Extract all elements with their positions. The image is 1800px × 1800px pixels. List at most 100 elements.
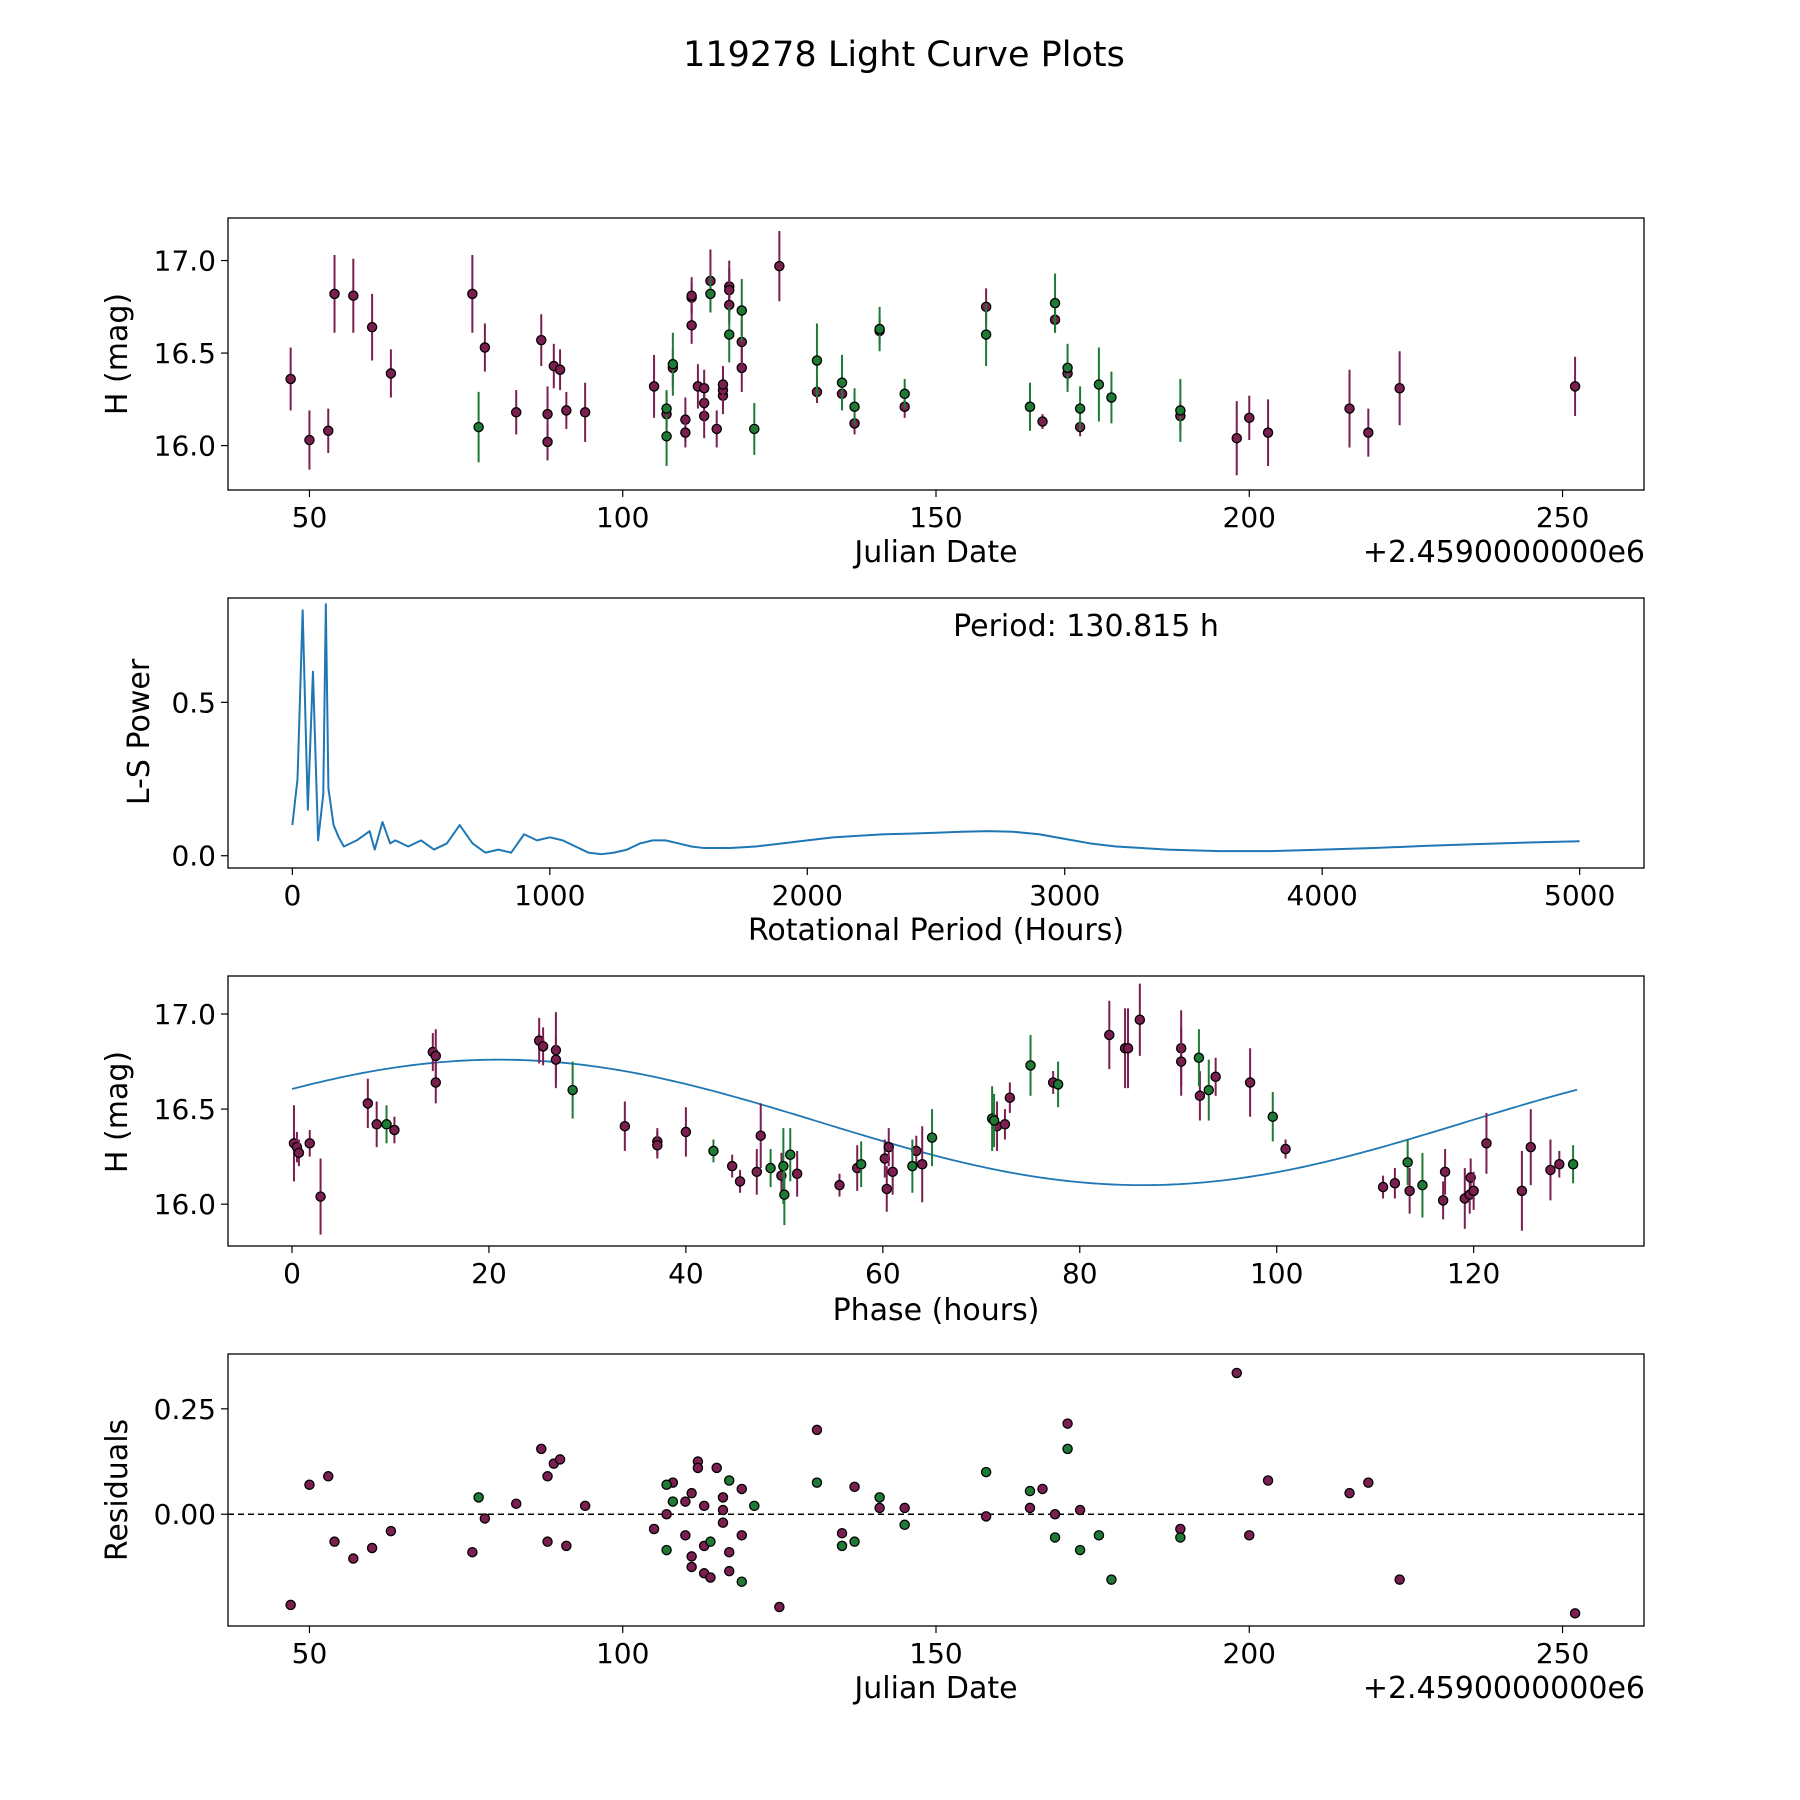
light-curve-data-point bbox=[510, 407, 522, 418]
phased-curve-panel: Phase (hours) H (mag) 0 20 40 60 80 100 120 16.… bbox=[100, 975, 1645, 1328]
phased-data-point bbox=[315, 1191, 326, 1202]
residuals-data-point bbox=[980, 1511, 992, 1522]
residuals-data-point bbox=[1175, 1532, 1186, 1543]
light-curve-y-tick-label: 16.0 bbox=[154, 430, 216, 463]
light-curve-data-point bbox=[542, 408, 553, 420]
phased-data-point bbox=[1280, 1143, 1291, 1155]
phased-data-point bbox=[779, 1189, 790, 1200]
residuals-data-point bbox=[1049, 1508, 1061, 1520]
residuals-data-point bbox=[1262, 1475, 1274, 1486]
residuals-data-point bbox=[561, 1540, 572, 1552]
residuals-data-point bbox=[1049, 1532, 1061, 1543]
phased-data-point bbox=[430, 1077, 442, 1088]
light-curve-data-point bbox=[980, 329, 992, 340]
phased-data-point bbox=[680, 1126, 692, 1138]
residuals-ylabel: Residuals bbox=[100, 1419, 135, 1561]
periodogram-x-tick-label: 1000 bbox=[514, 879, 585, 912]
phased-data-point bbox=[785, 1149, 796, 1160]
phased-data-point bbox=[734, 1176, 746, 1187]
phased-data-point bbox=[371, 1119, 382, 1130]
phased-data-point bbox=[1210, 1071, 1221, 1083]
phased-data-point bbox=[834, 1179, 845, 1191]
light-curve-data-point bbox=[1394, 382, 1405, 394]
light-curve-data-point bbox=[479, 342, 491, 353]
residuals-data-point bbox=[686, 1551, 697, 1562]
light-curve-data-point bbox=[366, 321, 378, 333]
light-curve-data-point bbox=[774, 260, 785, 272]
phased-data-point bbox=[751, 1166, 763, 1178]
periodogram-y-tick-label: 0.5 bbox=[171, 686, 216, 719]
light-curve-xlabel: Julian Date bbox=[852, 535, 1017, 570]
light-curve-data-point bbox=[385, 368, 397, 379]
residuals-data-point bbox=[899, 1502, 910, 1514]
phased-data-point bbox=[907, 1160, 918, 1172]
light-curve-data-point bbox=[698, 382, 710, 394]
phased-plot-area bbox=[288, 983, 1579, 1235]
residuals-offset-label: +2.4590000000e6 bbox=[1363, 1671, 1645, 1706]
phased-data-point bbox=[1437, 1195, 1449, 1206]
residuals-data-point bbox=[667, 1496, 679, 1507]
phased-data-point bbox=[1134, 1014, 1146, 1025]
residuals-data-point bbox=[874, 1502, 885, 1514]
residuals-data-point bbox=[1093, 1530, 1105, 1541]
periodogram-axes-frame bbox=[227, 597, 1645, 869]
light-curve-x-tick-label: 50 bbox=[292, 501, 328, 534]
phased-data-point bbox=[430, 1050, 442, 1062]
phased-data-point bbox=[791, 1168, 803, 1179]
residuals-data-point bbox=[536, 1443, 547, 1455]
phased-data-point bbox=[362, 1098, 374, 1109]
residuals-data-point bbox=[811, 1424, 823, 1436]
phased-data-point bbox=[1267, 1111, 1279, 1122]
residuals-data-point bbox=[348, 1553, 359, 1564]
phased-x-tick-label: 60 bbox=[865, 1257, 901, 1290]
residuals-data-point bbox=[648, 1523, 660, 1535]
light-curve-data-point bbox=[473, 421, 484, 433]
residuals-data-point bbox=[1363, 1477, 1374, 1488]
residuals-data-point bbox=[686, 1487, 697, 1499]
phased-data-point bbox=[1545, 1164, 1556, 1176]
phased-data-point bbox=[1025, 1060, 1036, 1071]
residuals-data-point bbox=[385, 1525, 397, 1537]
residuals-data-point bbox=[717, 1492, 729, 1503]
light-curve-data-point bbox=[836, 377, 848, 388]
phased-data-point bbox=[1004, 1092, 1016, 1103]
light-curve-data-point bbox=[1262, 427, 1274, 438]
light-curve-data-point bbox=[661, 403, 672, 414]
residuals-data-point bbox=[736, 1483, 748, 1495]
residuals-data-point bbox=[1569, 1608, 1581, 1619]
residuals-data-point bbox=[1024, 1485, 1036, 1497]
phased-data-point bbox=[1516, 1185, 1528, 1197]
residuals-data-point bbox=[542, 1536, 553, 1547]
residuals-data-point bbox=[285, 1599, 296, 1611]
residuals-data-point bbox=[542, 1471, 553, 1482]
residuals-data-point bbox=[322, 1471, 334, 1482]
residuals-data-point bbox=[749, 1500, 760, 1512]
light-curve-data-point bbox=[736, 362, 748, 374]
light-curve-data-point bbox=[1024, 401, 1036, 412]
periodogram-power-line bbox=[291, 603, 1580, 856]
light-curve-data-point bbox=[579, 407, 591, 418]
periodogram-y-tick-label: 0.0 bbox=[171, 840, 216, 873]
phased-data-point bbox=[1439, 1166, 1451, 1178]
residuals-xlabel: Julian Date bbox=[852, 1671, 1017, 1706]
phased-x-tick-label: 100 bbox=[1250, 1257, 1303, 1290]
residuals-data-point bbox=[554, 1454, 566, 1465]
light-curve-data-point bbox=[1074, 403, 1086, 414]
light-curve-data-point bbox=[304, 434, 315, 446]
residuals-data-point bbox=[329, 1536, 340, 1547]
phased-x-tick-label: 20 bbox=[471, 1257, 507, 1290]
light-curve-data-point bbox=[717, 379, 729, 390]
residuals-data-point bbox=[1244, 1530, 1255, 1541]
residuals-data-point bbox=[661, 1544, 672, 1556]
light-curve-x-tick-label: 150 bbox=[909, 501, 962, 534]
phased-data-point bbox=[293, 1147, 305, 1159]
residuals-y-tick-label: 0.25 bbox=[154, 1393, 216, 1426]
phased-data-point bbox=[1052, 1079, 1064, 1090]
residuals-x-tick-label: 200 bbox=[1223, 1637, 1276, 1670]
phased-data-point bbox=[304, 1138, 315, 1149]
light-curve-y-tick-label: 16.5 bbox=[154, 337, 216, 370]
residuals-data-point bbox=[736, 1530, 748, 1541]
light-curve-data-point bbox=[723, 329, 735, 340]
light-curve-data-point bbox=[849, 401, 860, 412]
residuals-data-point bbox=[1394, 1574, 1405, 1585]
